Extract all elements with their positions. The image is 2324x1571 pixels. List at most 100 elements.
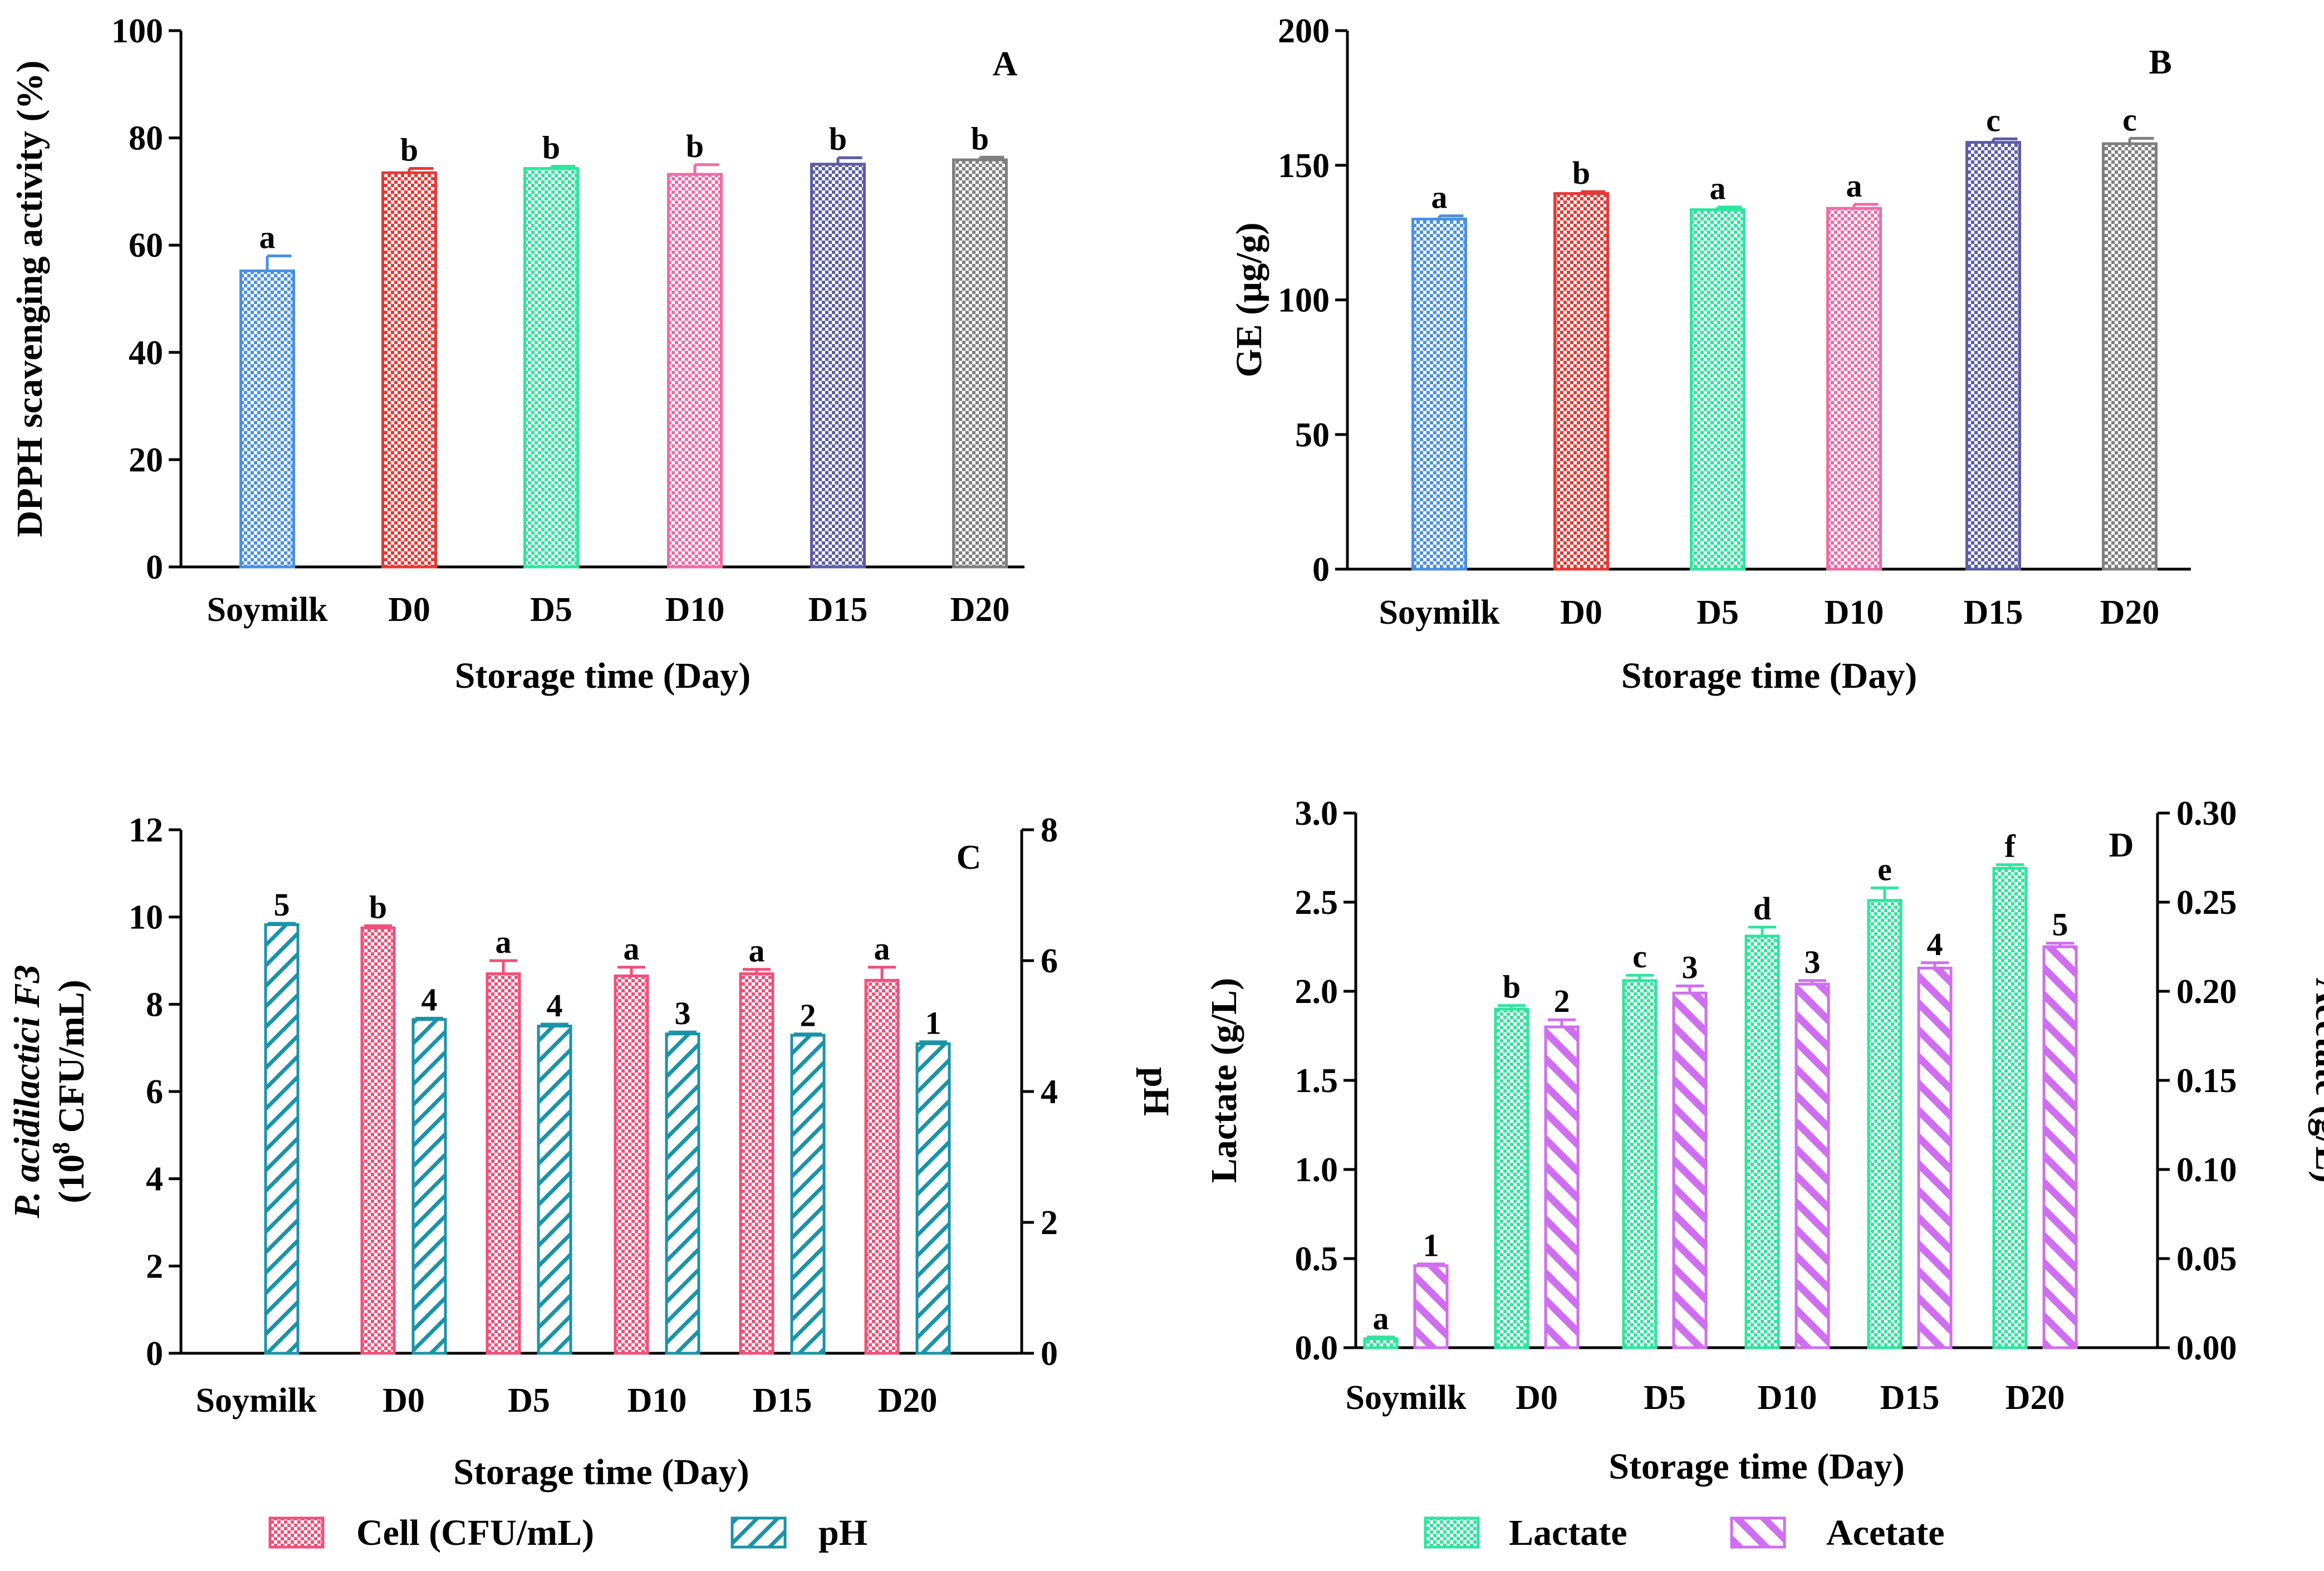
x-tick-label: D5 [530,591,572,629]
x-tick-label: Soymilk [1379,594,1500,632]
y-tick-label: 4 [146,1161,163,1198]
significance-label: 2 [1554,983,1570,1019]
significance-label: b [400,131,418,168]
significance-label: 3 [1805,944,1821,980]
y-tick-label: 0 [146,549,163,586]
panel-letter: C [957,839,982,877]
significance-label: a [624,931,640,967]
significance-label: 2 [800,997,816,1034]
significance-label: c [1986,102,2001,138]
x-axis-title: Storage time (Day) [453,1452,749,1492]
x-tick-label: D0 [1516,1379,1558,1417]
y-right-tick-label: 0.15 [2176,1062,2237,1100]
bar-d0 [1553,192,1609,571]
significance-label: 5 [274,887,290,923]
significance-label: a [874,931,890,967]
significance-label: b [542,130,560,166]
y-right-tick-label: 0.30 [2176,795,2237,833]
legend-label: Cell (CFU/mL) [356,1513,594,1553]
y-tick-label: 20 [129,441,163,479]
significance-label: 4 [547,987,563,1024]
y-tick-label: 3.0 [1295,795,1338,833]
y-right-tick-label: 0.20 [2176,973,2237,1011]
y-right-axis-title: Acetate (g/L) [2308,978,2324,1183]
significance-label: a [259,219,276,255]
bar-soymilk [239,269,295,569]
bar-lactate-d0 [1494,1007,1529,1349]
bar-acetate-d10 [1795,982,1830,1349]
bar-cell-d20 [864,978,900,1355]
x-tick-label: D0 [388,591,430,629]
y-tick-label: 0.0 [1295,1329,1338,1367]
legend-swatch-ph [730,1516,787,1549]
bar-ph-soymilk [264,923,300,1355]
x-tick-label: D0 [1560,594,1602,632]
y-tick-label: 150 [1278,147,1330,185]
y-tick-label: 100 [111,12,163,50]
y-tick-label: 80 [129,120,163,158]
significance-label: b [686,128,704,164]
x-tick-label: D5 [1697,594,1739,632]
y-right-tick-label: 0.05 [2176,1240,2237,1278]
legend-swatch-acetate [1730,1516,1786,1549]
x-tick-label: D10 [1825,594,1884,632]
significance-label: b [1572,155,1590,191]
bar-ph-d10 [665,1032,700,1355]
bar-cell-d10 [614,974,649,1355]
panel-letter: D [2109,826,2134,864]
x-tick-label: Soymilk [195,1382,317,1420]
y-tick-label: 50 [1295,416,1330,454]
y-tick-label: 1.0 [1295,1151,1338,1189]
y-axis-title-line2: (108 CFU/mL) [47,980,92,1203]
y-tick-label: 2.5 [1295,884,1338,922]
significance-label: 4 [1927,926,1943,962]
significance-label: 5 [2052,907,2068,943]
significance-label: 1 [1423,1227,1439,1264]
x-axis-title: Storage time (Day) [1609,1446,1904,1487]
x-tick-label: D5 [1644,1379,1686,1417]
bar-d5 [523,167,579,569]
x-tick-label: D20 [878,1382,938,1420]
x-tick-label: D20 [950,591,1010,629]
significance-label: b [829,121,847,157]
bar-lactate-d10 [1744,934,1780,1349]
x-tick-label: D15 [1880,1379,1940,1417]
y-tick-label: 40 [129,334,163,372]
x-tick-label: D20 [2006,1379,2065,1417]
bar-acetate-d5 [1672,991,1708,1349]
bar-acetate-d15 [1917,966,1953,1349]
significance-label: d [1753,890,1771,927]
x-tick-label: Soymilk [207,591,328,629]
bar-soymilk [1411,217,1467,571]
y-axis-title: DPPH scavenging activity (%) [9,60,50,537]
y-tick-label: 0 [146,1335,163,1373]
y-tick-label: 60 [129,227,163,265]
y-tick-label: 2 [146,1247,163,1285]
y-tick-label: 6 [146,1073,163,1111]
panel-letter: B [2149,43,2171,81]
bar-d20 [2102,142,2158,571]
y-tick-label: 200 [1278,12,1330,50]
y-tick-label: 10 [129,899,163,937]
panel-a: 0 20 40 60 80 100 Soymilk D0 D5 D10 D15 D20 a b b b b b A S… [9,12,1024,696]
x-tick-label: D5 [508,1382,550,1420]
x-axis-title: Storage time (Day) [455,655,751,696]
bar-d20 [952,158,1008,569]
y-tick-label: 2.0 [1295,973,1338,1011]
bar-d0 [381,171,437,569]
bar-lactate-d20 [1992,867,2028,1349]
significance-label: a [1846,168,1862,204]
y-right-tick-label: 0.10 [2176,1151,2237,1189]
significance-label: a [496,924,512,960]
y-right-tick-label: 2 [1041,1204,1058,1242]
y-tick-label: 8 [146,986,163,1024]
x-tick-label: D20 [2100,594,2160,632]
significance-label: e [1877,851,1892,887]
y-right-tick-label: 0.00 [2176,1329,2237,1367]
bar-ph-d15 [790,1034,826,1355]
bar-lactate-soymilk [1363,1337,1399,1349]
bar-ph-d0 [411,1018,447,1355]
significance-label: b [369,889,387,925]
legend-swatch-cell [268,1516,325,1549]
